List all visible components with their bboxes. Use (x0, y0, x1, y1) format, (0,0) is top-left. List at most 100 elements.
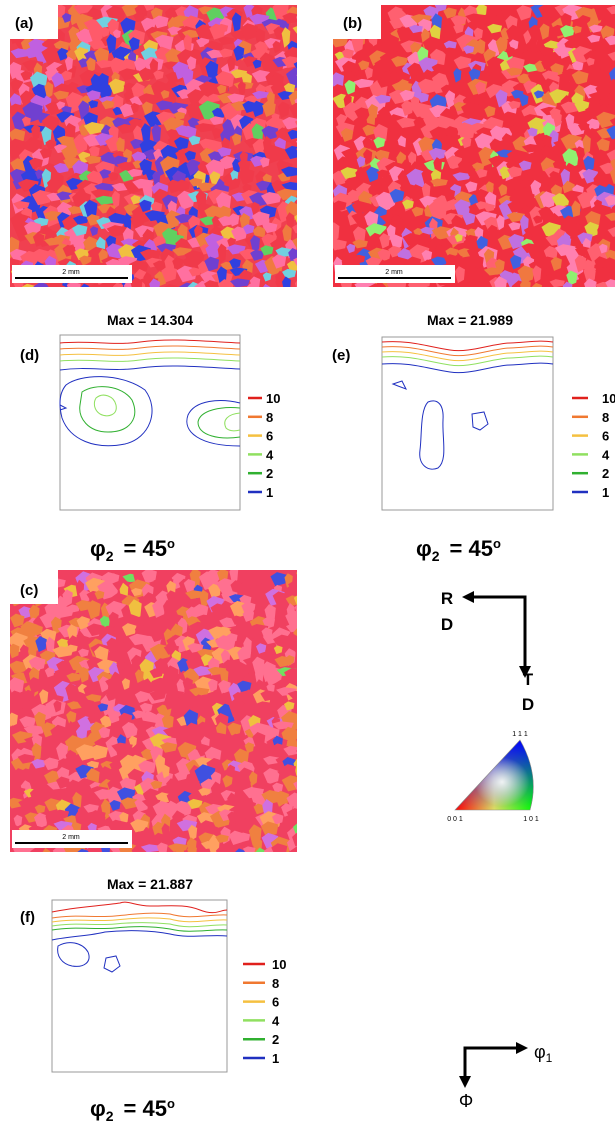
grain (250, 249, 264, 261)
grain (209, 116, 224, 126)
contour (59, 339, 241, 344)
grain (541, 145, 552, 161)
grain (539, 191, 556, 210)
grain (445, 90, 456, 109)
grain (518, 173, 534, 182)
grain (221, 600, 232, 616)
panel-label: (a) (15, 15, 33, 32)
grain (508, 221, 521, 231)
grain (57, 758, 72, 770)
grain (270, 572, 287, 587)
legend-label: 2 (272, 1032, 279, 1047)
grain (298, 47, 307, 57)
grain (98, 726, 111, 739)
grain (496, 214, 505, 231)
contour (197, 407, 241, 439)
grain (260, 690, 276, 702)
grain (72, 236, 86, 253)
grain (509, 254, 522, 270)
grain (442, 25, 452, 45)
grain (340, 167, 358, 179)
grain (241, 808, 255, 820)
grain (462, 45, 475, 54)
grain (260, 245, 274, 256)
grain (263, 768, 280, 785)
grain (262, 222, 278, 234)
grain (593, 46, 614, 65)
grain (517, 265, 535, 284)
grain (242, 823, 252, 834)
grain (550, 256, 562, 271)
grain (508, 125, 520, 134)
grain (242, 846, 256, 852)
grain (130, 654, 144, 674)
grain (78, 666, 90, 683)
grain (56, 191, 72, 201)
grain (116, 161, 139, 172)
grain (597, 58, 613, 71)
axis-arrow (472, 595, 527, 668)
grain (523, 63, 539, 73)
grain (495, 89, 508, 108)
grain (95, 813, 106, 829)
phi-symbol: φ (90, 536, 106, 561)
grain (118, 68, 140, 81)
grain (175, 698, 185, 720)
grain (583, 155, 595, 173)
grain (355, 69, 366, 81)
legend-label: 6 (602, 429, 609, 444)
grain (243, 5, 255, 18)
grain (454, 233, 463, 243)
grain (418, 136, 435, 155)
grain (84, 155, 102, 165)
grain-map (333, 5, 615, 287)
grain (34, 804, 46, 814)
contour (59, 357, 241, 362)
grain (175, 848, 185, 852)
grain (46, 177, 61, 195)
grain (105, 243, 124, 261)
grain (333, 222, 340, 242)
grain (152, 600, 166, 618)
grain (376, 169, 391, 178)
grain (208, 583, 222, 599)
euler-sub: 1 (546, 1051, 553, 1065)
grain (300, 722, 319, 738)
grain (389, 188, 405, 203)
grain (242, 224, 255, 235)
grain (90, 189, 111, 198)
grain (596, 111, 615, 129)
grain (220, 742, 229, 752)
grain (431, 226, 454, 240)
grain (237, 159, 251, 172)
grain (300, 85, 312, 107)
grain (411, 206, 424, 217)
grain (294, 280, 297, 287)
grain (461, 136, 472, 149)
grain (604, 35, 615, 46)
grain (61, 70, 73, 82)
grain (292, 224, 297, 234)
grain (149, 690, 167, 701)
grain (112, 722, 123, 739)
grain (441, 18, 451, 28)
grain (575, 146, 585, 159)
ipf-legend: 1 1 1 0 0 1 1 0 1 (447, 731, 539, 823)
grain (219, 156, 237, 170)
grain (211, 127, 222, 140)
grain (138, 760, 156, 776)
grain (163, 698, 177, 710)
grain (186, 56, 197, 71)
grain (100, 766, 112, 782)
grain (20, 621, 38, 640)
grain (196, 721, 213, 737)
grain (483, 203, 495, 212)
grain (205, 60, 219, 81)
grain (41, 46, 64, 66)
grain (34, 169, 45, 180)
grain (99, 615, 111, 629)
grain (56, 638, 69, 650)
grain (604, 195, 615, 207)
grain (76, 616, 90, 631)
grain (161, 764, 170, 779)
